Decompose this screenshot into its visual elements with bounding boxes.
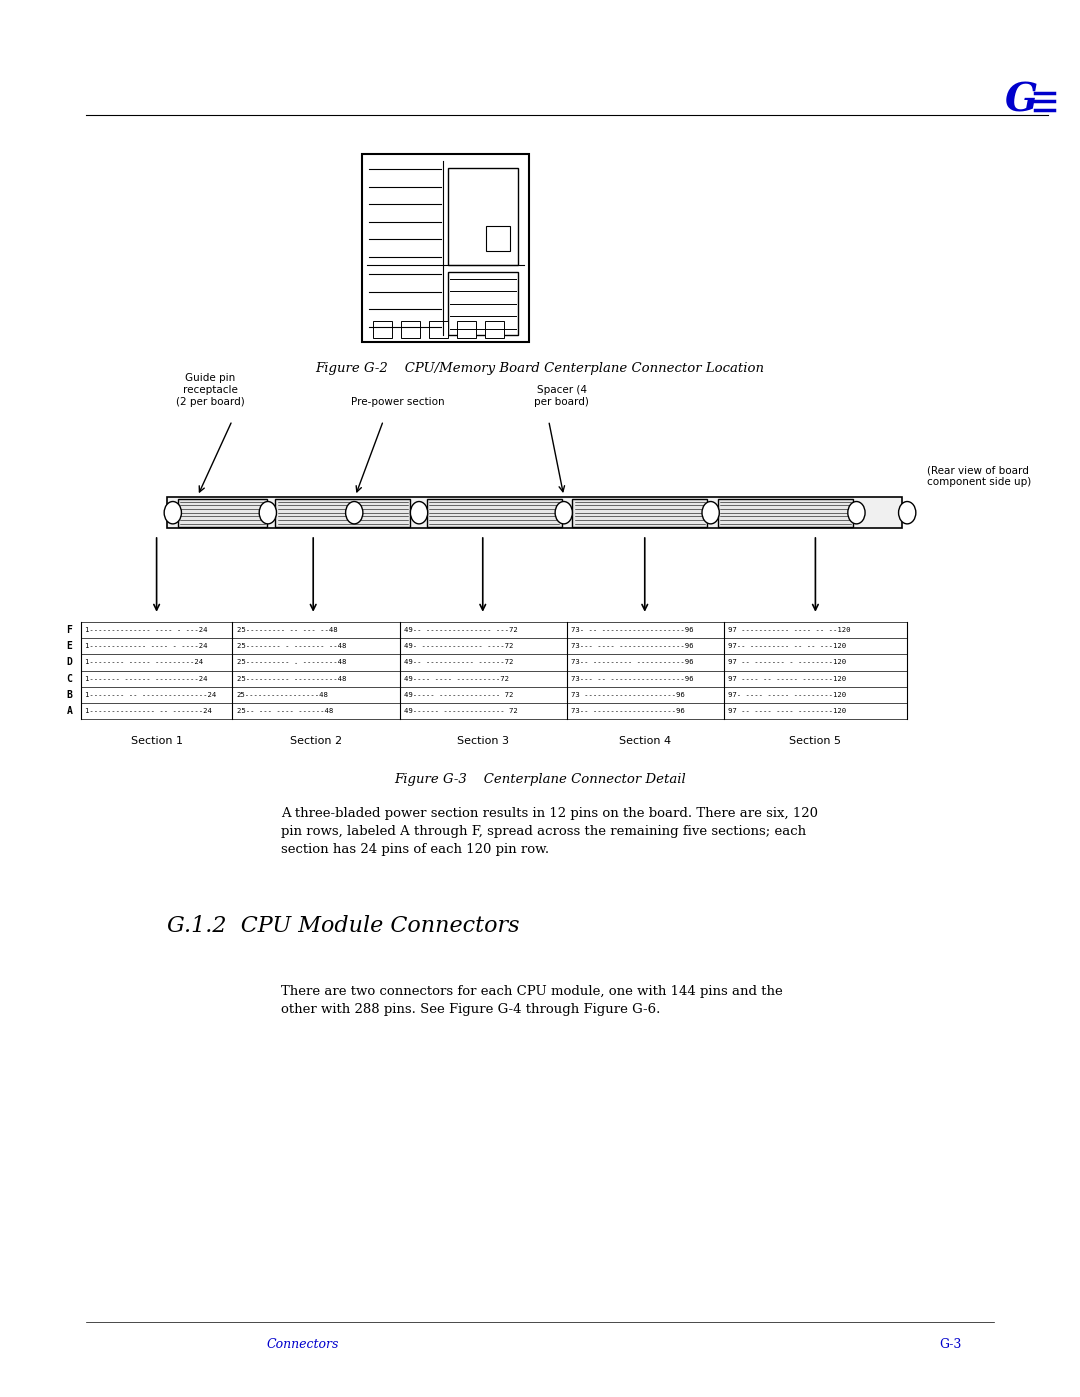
Bar [718, 499, 853, 527]
Text: 49---- ---- ----------72: 49---- ---- ----------72 [404, 676, 509, 682]
Text: 97 ----------- ---- -- --120: 97 ----------- ---- -- --120 [728, 627, 850, 633]
Text: 97 -- ---- ---- --------120: 97 -- ---- ---- --------120 [728, 708, 846, 714]
Text: E: E [67, 641, 72, 651]
Text: Section 4: Section 4 [619, 736, 672, 746]
Text: G-3: G-3 [940, 1338, 961, 1351]
Text: 1------------- ---- - ----24: 1------------- ---- - ----24 [85, 643, 207, 650]
Text: 25--------- -- --- --48: 25--------- -- --- --48 [237, 627, 337, 633]
Circle shape [702, 502, 719, 524]
Text: There are two connectors for each CPU module, one with 144 pins and the
other wi: There are two connectors for each CPU mo… [281, 985, 783, 1016]
Text: D: D [67, 658, 72, 668]
Circle shape [164, 502, 181, 524]
Text: 25---------- . --------48: 25---------- . --------48 [237, 659, 346, 665]
Text: G.1.2  CPU Module Connectors: G.1.2 CPU Module Connectors [167, 915, 519, 937]
Text: Figure G-2    CPU/Memory Board Centerplane Connector Location: Figure G-2 CPU/Memory Board Centerplane … [315, 362, 765, 374]
Text: A three-bladed power section results in 12 pins on the board. There are six, 120: A three-bladed power section results in … [281, 807, 818, 856]
Text: 49-- --------------- ---72: 49-- --------------- ---72 [404, 627, 517, 633]
Text: C: C [67, 673, 72, 683]
Text: 73--- -- -----------------96: 73--- -- -----------------96 [571, 676, 693, 682]
Text: Section 3: Section 3 [457, 736, 510, 746]
Text: Section 5: Section 5 [789, 736, 841, 746]
Circle shape [346, 502, 363, 524]
Text: 25---------- ----------48: 25---------- ----------48 [237, 676, 346, 682]
Text: G: G [1005, 81, 1038, 120]
Text: 73-- -------------------96: 73-- -------------------96 [571, 708, 685, 714]
Text: 97-- --------- -- -- ---120: 97-- --------- -- -- ---120 [728, 643, 846, 650]
Text: 1--------------- -- -------24: 1--------------- -- -------24 [85, 708, 212, 714]
Text: Pre-power section: Pre-power section [351, 397, 444, 407]
Text: Section 1: Section 1 [131, 736, 183, 746]
Text: 25-----------------48: 25-----------------48 [237, 692, 328, 698]
Text: F: F [67, 624, 72, 634]
Text: 97 -- ------- - --------120: 97 -- ------- - --------120 [728, 659, 846, 665]
Text: Section 2: Section 2 [289, 736, 342, 746]
Circle shape [259, 502, 276, 524]
Bar [373, 321, 392, 338]
Text: 1-------------- ---- - ---24: 1-------------- ---- - ---24 [85, 627, 207, 633]
Text: Figure G-3    Centerplane Connector Detail: Figure G-3 Centerplane Connector Detail [394, 773, 686, 785]
Bar [457, 321, 476, 338]
Bar [167, 497, 902, 528]
Bar [448, 168, 518, 265]
Text: 73 ---------------------96: 73 ---------------------96 [571, 692, 685, 698]
Text: 49- -------------- ----72: 49- -------------- ----72 [404, 643, 513, 650]
Text: A: A [67, 707, 72, 717]
Text: 73-- --------- -----------96: 73-- --------- -----------96 [571, 659, 693, 665]
Text: 1------- ------ ----------24: 1------- ------ ----------24 [85, 676, 207, 682]
Bar [448, 272, 518, 335]
Circle shape [899, 502, 916, 524]
Bar [401, 321, 420, 338]
Text: 1-------- -- ---------------24: 1-------- -- ---------------24 [85, 692, 217, 698]
Bar [362, 154, 529, 342]
Text: 73- -- -------------------96: 73- -- -------------------96 [571, 627, 693, 633]
Bar [429, 321, 448, 338]
Bar [427, 499, 562, 527]
Bar [572, 499, 707, 527]
Bar [485, 321, 504, 338]
Text: Connectors: Connectors [266, 1338, 339, 1351]
Bar [178, 499, 267, 527]
Text: 97- ---- ----- ---------120: 97- ---- ----- ---------120 [728, 692, 846, 698]
Text: 25-- --- ---- ------48: 25-- --- ---- ------48 [237, 708, 333, 714]
Text: 49------ -------------- 72: 49------ -------------- 72 [404, 708, 517, 714]
Text: 97 ---- -- ----- -------120: 97 ---- -- ----- -------120 [728, 676, 846, 682]
Text: 25-------- - ------- --48: 25-------- - ------- --48 [237, 643, 346, 650]
Text: 1-------- ----- ---------24: 1-------- ----- ---------24 [85, 659, 203, 665]
Text: Guide pin
receptacle
(2 per board): Guide pin receptacle (2 per board) [176, 373, 245, 407]
Circle shape [848, 502, 865, 524]
Circle shape [410, 502, 428, 524]
Text: 73--- ---- ---------------96: 73--- ---- ---------------96 [571, 643, 693, 650]
Text: B: B [67, 690, 72, 700]
Text: Spacer (4
per board): Spacer (4 per board) [535, 386, 589, 407]
Bar [486, 226, 510, 251]
Text: 49-- ----------- ------72: 49-- ----------- ------72 [404, 659, 513, 665]
Circle shape [555, 502, 572, 524]
Bar [275, 499, 410, 527]
Text: 49----- -------------- 72: 49----- -------------- 72 [404, 692, 513, 698]
Text: (Rear view of board
component side up): (Rear view of board component side up) [927, 465, 1031, 488]
